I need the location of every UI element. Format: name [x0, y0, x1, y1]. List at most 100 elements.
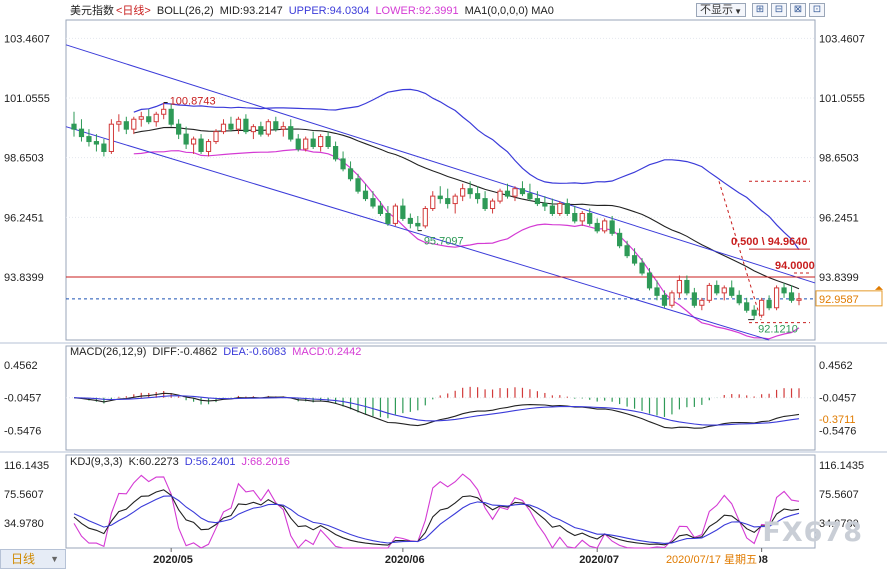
candle-body — [318, 136, 324, 148]
macd-axis-label-right: -0.0457 — [819, 393, 856, 405]
candle-body — [362, 190, 369, 200]
candle-body — [370, 198, 376, 207]
macd-legend-item: MACD:0.2442 — [292, 346, 361, 358]
kdj-legend-item: KDJ(9,3,3) — [70, 456, 123, 468]
display-select-label: 不显示 — [700, 4, 733, 16]
kdj-legend-item: D:56.2401 — [185, 456, 236, 468]
candle-body — [766, 299, 772, 309]
macd-axis-label-right: -0.5476 — [819, 425, 856, 437]
candle-body — [198, 138, 204, 152]
grid-toggle-button[interactable]: ⊞ — [752, 3, 768, 17]
candle-body — [146, 116, 152, 123]
candle-body — [392, 205, 398, 224]
candle-body — [699, 299, 705, 306]
candle-body — [744, 302, 750, 311]
candle-body — [691, 292, 697, 306]
chevron-down-icon: ▼ — [50, 554, 59, 564]
display-select[interactable]: 不显示 ▼ — [696, 3, 746, 17]
candle-body — [355, 178, 361, 192]
candle-body — [639, 262, 645, 274]
candle-body — [385, 212, 391, 224]
kdj-axis-label-left: 34.9780 — [4, 518, 44, 530]
candle-body — [86, 136, 92, 143]
price-axis-label-right: 101.0555 — [819, 93, 865, 105]
main-legend-item: LOWER:92.3991 — [375, 5, 458, 17]
candle-body — [594, 222, 600, 232]
kdj-axis-label-left: 116.1435 — [4, 460, 49, 472]
main-legend-item: 美元指数 — [70, 3, 114, 17]
kdj-j-line — [73, 473, 800, 549]
fib-annotation: 0.500 \ 94.9640 — [731, 236, 807, 248]
candle-body — [646, 272, 653, 289]
macd-axis-label-left: -0.0457 — [4, 393, 41, 405]
macd-axis-label-left: -0.5476 — [4, 425, 41, 437]
candle-body — [788, 292, 795, 301]
price-axis-label-left: 98.6503 — [4, 153, 44, 165]
kdj-k-line — [73, 489, 800, 546]
boll-lower-line — [133, 148, 800, 340]
kdj-panel-frame — [65, 454, 816, 549]
x-axis-label: 2020/05 — [153, 554, 193, 566]
candle-body — [602, 220, 608, 232]
candle-body — [78, 128, 85, 138]
candle-body — [153, 113, 159, 123]
candle-body — [250, 126, 256, 133]
price-axis-label-right: 103.4607 — [819, 33, 865, 45]
candle-body — [310, 138, 316, 148]
candle-body — [138, 116, 144, 120]
candle-body — [71, 123, 77, 130]
candle-body — [280, 126, 286, 130]
candle-body — [781, 287, 787, 294]
candle-body — [721, 287, 727, 294]
candle-body — [579, 212, 585, 222]
main-legend-item: MA1(0,0,0,0) MA0 — [465, 5, 554, 17]
candle-body — [542, 203, 548, 207]
kdj-axis-label-right: 116.1435 — [819, 460, 864, 472]
candle-body — [220, 123, 227, 133]
candle-body — [609, 220, 615, 234]
brand-watermark: FX678 — [762, 517, 863, 548]
candle-body — [631, 255, 638, 264]
candle-body — [489, 200, 496, 210]
candle-body — [340, 158, 346, 170]
candle-body — [407, 217, 413, 224]
macd-legend-item: DEA:-0.6083 — [223, 346, 286, 358]
main-legend-item: BOLL(26,2) — [157, 5, 214, 17]
price-axis-label-right: 96.2451 — [819, 212, 859, 224]
candle-body — [669, 292, 675, 306]
candle-body — [93, 141, 100, 145]
candle-body — [676, 279, 683, 294]
candle-body — [325, 136, 331, 148]
macd-legend-item: MACD(26,12,9) — [70, 346, 146, 358]
candle-body — [131, 118, 137, 130]
candle-body — [168, 108, 174, 125]
candle-body — [228, 123, 234, 130]
candle-body — [572, 212, 578, 222]
candle-body — [445, 198, 451, 205]
candle-body — [661, 294, 668, 306]
boll-upper-line — [133, 88, 800, 251]
highlight-date-label: 2020/07/17 星期五 — [666, 553, 757, 566]
candle-body — [265, 121, 271, 135]
candle-body — [504, 190, 511, 197]
price-axis-label-left: 96.2451 — [4, 212, 44, 224]
period-selector[interactable]: 日线 ▼ — [0, 549, 66, 569]
candle-body — [475, 193, 481, 200]
fullscreen-button[interactable]: ⊡ — [809, 3, 825, 17]
macd-legend-item: DIFF:-0.4862 — [152, 346, 217, 358]
candle-body — [452, 195, 458, 205]
candle-body — [213, 131, 219, 143]
zoom-out-button[interactable]: ⊟ — [771, 3, 787, 17]
highlight-date-bg — [663, 552, 760, 567]
price-panel-frame — [65, 19, 816, 341]
candle-body — [684, 279, 690, 294]
fib-diagonal — [718, 181, 762, 321]
kdj-legend-item: J:68.2016 — [242, 456, 290, 468]
candle-body — [235, 118, 242, 130]
candle-body — [706, 284, 712, 301]
current-price-tag — [815, 290, 883, 307]
zoom-in-button[interactable]: ⊠ — [790, 3, 806, 17]
kdj-legend-item: K:60.2273 — [129, 456, 179, 468]
candle-body — [108, 123, 114, 152]
channel-upper-trendline — [65, 44, 816, 284]
